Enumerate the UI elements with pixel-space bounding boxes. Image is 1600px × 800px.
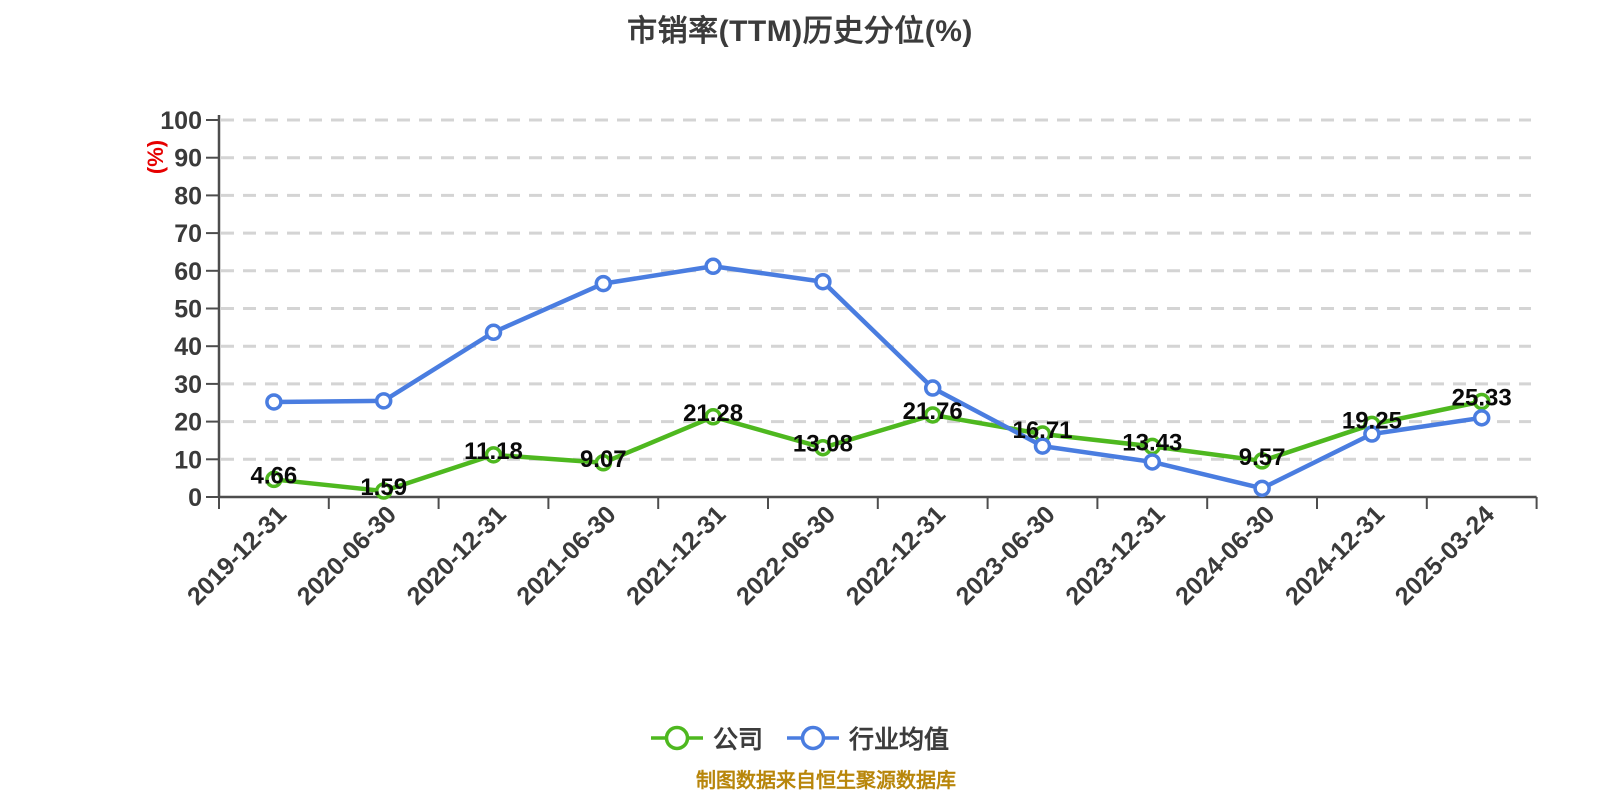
company-data-point bbox=[484, 446, 503, 464]
legend-item-industry-average[interactable]: 行业均值 bbox=[787, 720, 949, 756]
x-tick-label: 2024-12-31 bbox=[1280, 500, 1390, 610]
y-tick-label: 60 bbox=[174, 258, 202, 286]
company-data-point bbox=[1472, 392, 1491, 411]
company-point-label: 13.08 bbox=[793, 431, 853, 458]
industry-average-data-point bbox=[704, 257, 722, 276]
y-tick-label: 80 bbox=[174, 182, 202, 210]
company-point-label: 9.57 bbox=[1239, 444, 1286, 471]
industry-average-data-point bbox=[484, 323, 503, 342]
company-point-label: 11.18 bbox=[464, 438, 523, 465]
company-data-point bbox=[814, 438, 832, 457]
company-point-label: 16.71 bbox=[1012, 417, 1072, 444]
industry-average-line bbox=[271, 264, 1484, 491]
industry-average-data-point bbox=[1143, 453, 1162, 471]
x-tick-label: 2021-12-31 bbox=[621, 500, 731, 610]
y-tick-label: 90 bbox=[174, 145, 202, 173]
y-tick-label: 70 bbox=[174, 220, 202, 248]
company-line-marker-icon bbox=[650, 725, 703, 751]
x-tick-label: 2019-12-31 bbox=[182, 500, 292, 610]
legend-label-industry-average: 行业均值 bbox=[849, 726, 950, 754]
y-tick-label: 10 bbox=[174, 446, 202, 474]
company-line bbox=[271, 399, 1484, 494]
data-source-note: 制图数据来自恒生聚源数据库 bbox=[696, 770, 956, 792]
x-tick-label: 2023-06-30 bbox=[951, 500, 1061, 610]
industry-average-data-point bbox=[265, 393, 283, 411]
company-data-point bbox=[923, 406, 942, 424]
industry-average-data-point bbox=[594, 274, 613, 293]
industry-average-data-point bbox=[1363, 425, 1381, 443]
y-tick-label: 30 bbox=[174, 371, 202, 399]
industry-average-data-point bbox=[923, 379, 942, 397]
legend: 公司 行业均值 bbox=[0, 720, 1600, 756]
x-tick-label: 2020-06-30 bbox=[292, 500, 402, 610]
company-point-label: 21.28 bbox=[683, 400, 743, 427]
industry-average-data-point bbox=[374, 392, 393, 410]
company-data-point bbox=[1253, 452, 1271, 470]
industry-average-data-point bbox=[814, 272, 832, 291]
industry-average-line-marker-icon bbox=[787, 725, 839, 751]
company-point-label: 25.33 bbox=[1452, 385, 1512, 412]
chart-title: 市销率(TTM)历史分位(%) bbox=[627, 15, 973, 48]
company-point-label: 13.43 bbox=[1122, 429, 1182, 456]
x-tick-label: 2025-03-24 bbox=[1390, 500, 1500, 610]
company-point-label: 9.07 bbox=[580, 446, 627, 473]
y-tick-label: 40 bbox=[174, 333, 202, 361]
x-tick-label: 2020-12-31 bbox=[402, 500, 512, 610]
y-tick-label: 50 bbox=[174, 296, 202, 324]
x-tick-label: 2021-06-30 bbox=[511, 500, 621, 610]
company-point-label: 19.25 bbox=[1342, 407, 1402, 434]
y-tick-label: 20 bbox=[174, 409, 202, 437]
industry-average-data-point bbox=[1253, 479, 1271, 498]
x-tick-label: 2024-06-30 bbox=[1170, 500, 1280, 610]
x-tick-label: 2022-06-30 bbox=[731, 500, 841, 610]
y-tick-label: 0 bbox=[188, 484, 202, 512]
company-data-point bbox=[704, 408, 722, 426]
x-tick-label: 2022-12-31 bbox=[841, 500, 951, 610]
legend-label-company: 公司 bbox=[712, 726, 763, 754]
legend-item-company[interactable]: 公司 bbox=[650, 720, 763, 756]
company-data-point bbox=[265, 470, 283, 489]
company-point-label: 4.66 bbox=[251, 462, 298, 489]
y-tick-label: 100 bbox=[160, 107, 202, 135]
company-data-point bbox=[594, 454, 613, 472]
industry-average-data-point bbox=[1472, 409, 1491, 427]
company-data-point bbox=[374, 482, 393, 500]
company-point-label: 1.59 bbox=[360, 474, 407, 501]
x-tick-label: 2023-12-31 bbox=[1060, 500, 1170, 610]
company-point-label: 21.76 bbox=[903, 398, 963, 425]
industry-average-data-point bbox=[1033, 437, 1052, 455]
